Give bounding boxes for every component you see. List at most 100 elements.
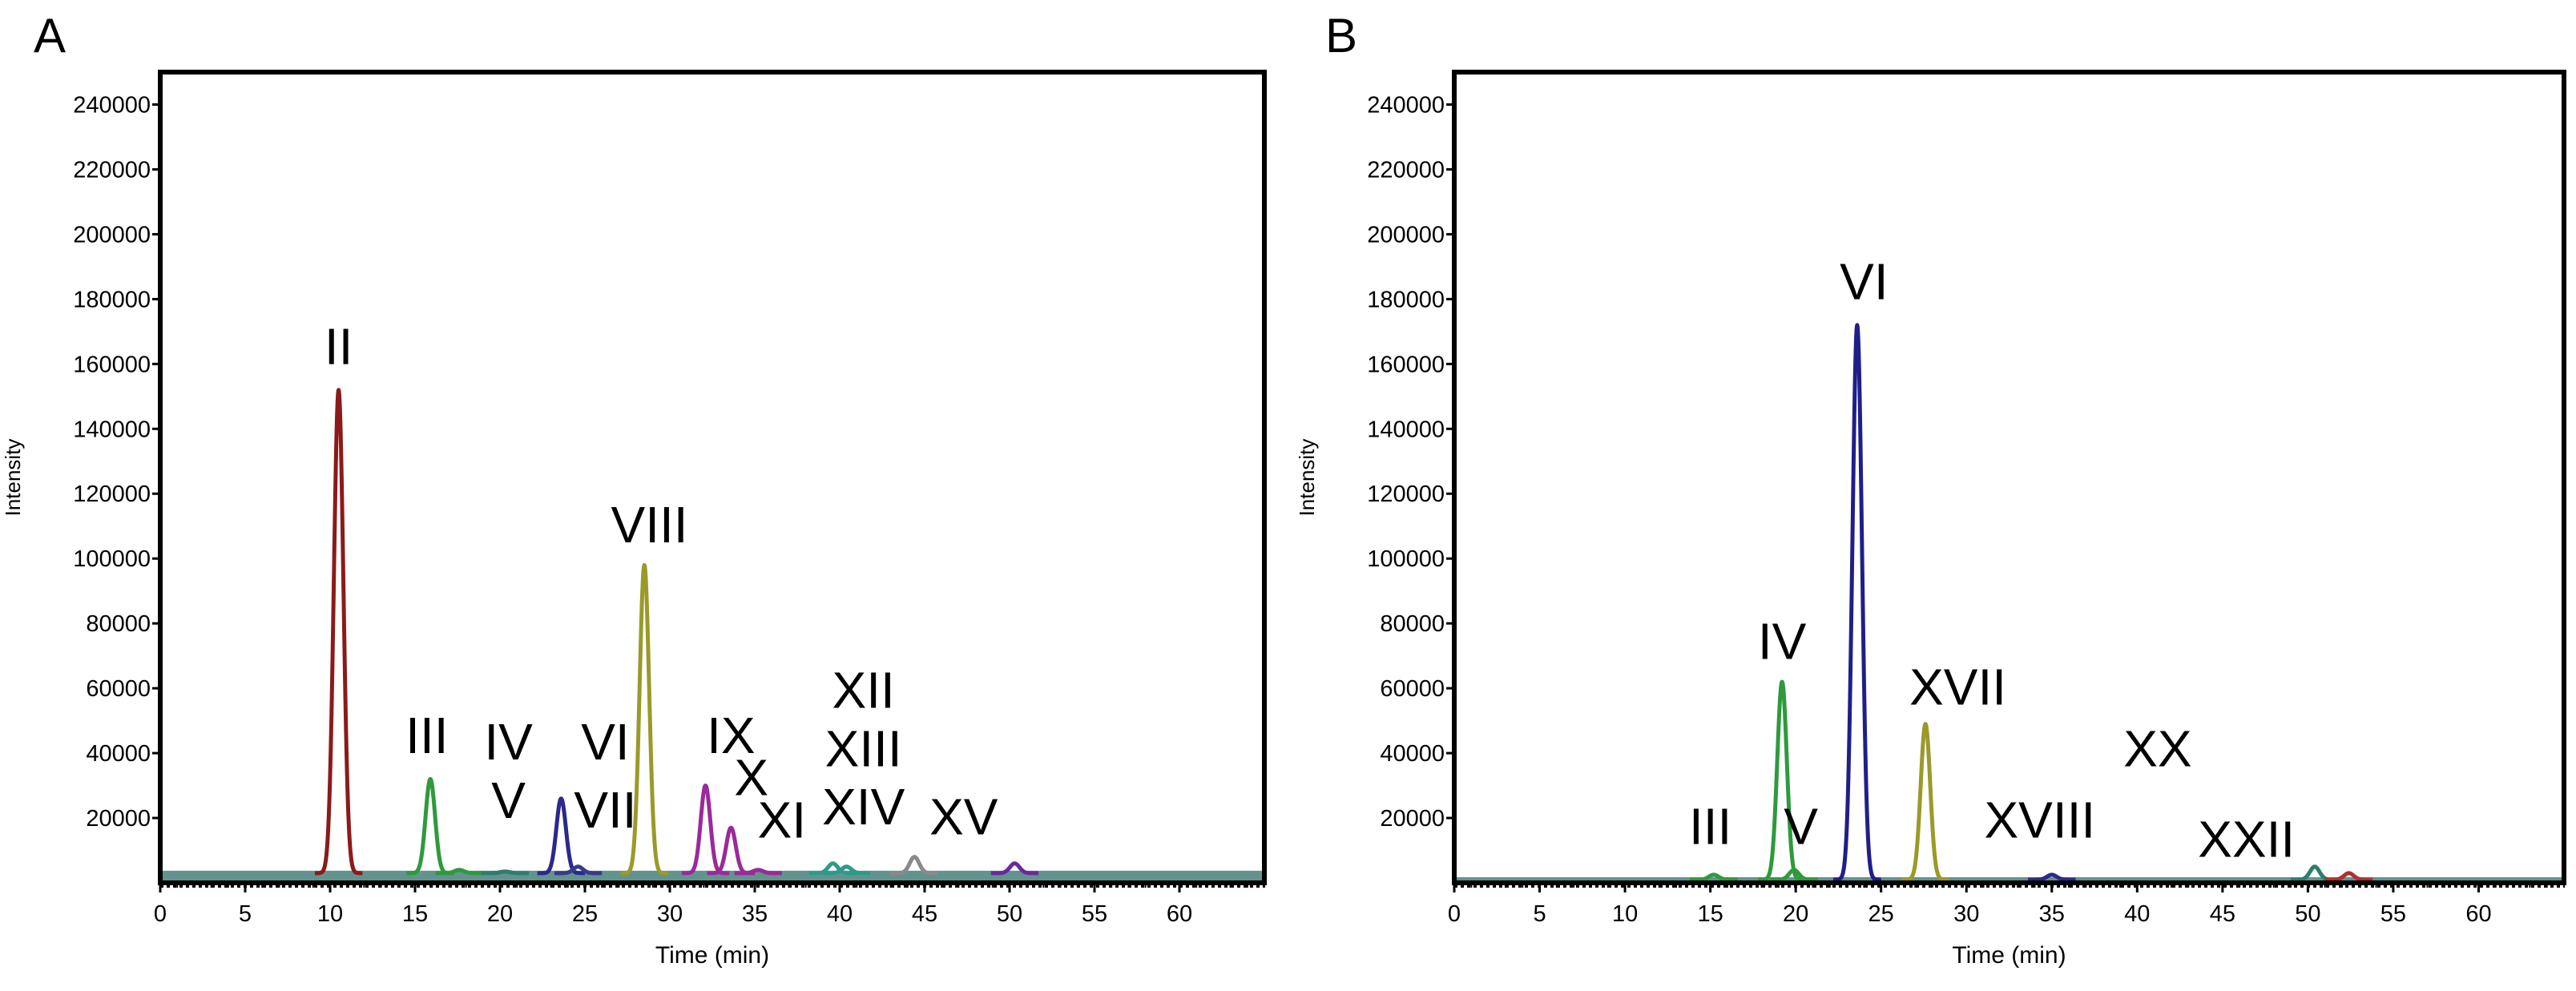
- y-tick-label: 180000: [1367, 287, 1445, 312]
- peak-label: VI: [1840, 252, 1888, 310]
- peak-label: III: [1689, 797, 1731, 855]
- peak-trace-8: [679, 784, 732, 876]
- x-tick-label: 45: [912, 901, 937, 927]
- x-tick-label: 50: [997, 901, 1022, 927]
- y-tick-label: 40000: [1380, 741, 1445, 767]
- peak-label: III: [405, 707, 448, 764]
- peak-trace-6: [552, 864, 604, 876]
- peak-trace-14: [989, 861, 1041, 876]
- peak-trace-7: [619, 562, 670, 876]
- panel-label: A: [34, 9, 66, 62]
- peak-trace-2: [1756, 679, 1808, 882]
- y-tick-label: 80000: [86, 611, 151, 637]
- peak-label: XVII: [1909, 658, 2006, 715]
- y-tick-label: 240000: [73, 92, 151, 118]
- peak-trace-4: [1831, 323, 1883, 882]
- y-axis-label: Intensity: [1295, 439, 1319, 517]
- y-tick-label: 160000: [1367, 352, 1445, 377]
- panel-a: A Intensity 20000 40000 60000 80000 100000 1200…: [1, 9, 1267, 969]
- y-tick-label: 220000: [1367, 157, 1445, 183]
- y-tick-label: 200000: [73, 222, 151, 248]
- peak-label: VI: [581, 713, 629, 771]
- x-tick-label: 35: [2039, 901, 2065, 927]
- peak-label: XIV: [822, 778, 905, 836]
- x-tick-label: 40: [2124, 901, 2150, 927]
- peak-trace-13: [889, 855, 941, 876]
- peak-trace-6: [2026, 872, 2078, 882]
- panel-label: B: [1325, 9, 1357, 62]
- y-tick-label: 120000: [73, 481, 151, 507]
- x-tick-label: 40: [827, 901, 853, 927]
- x-tick-label: 25: [1869, 901, 1894, 927]
- peak-label: IV: [484, 713, 533, 771]
- peak-label: II: [325, 317, 353, 375]
- x-tick-label: 5: [239, 901, 252, 927]
- y-tick-label: 220000: [73, 157, 151, 183]
- y-tick-label: 200000: [1367, 222, 1445, 248]
- peak-trace-12: [820, 864, 873, 876]
- x-tick-label: 30: [657, 901, 683, 927]
- y-tick-label: 160000: [73, 352, 151, 377]
- y-tick-label: 80000: [1380, 611, 1445, 637]
- chromatogram-baseline: [1454, 876, 2564, 883]
- x-tick-label: 15: [1697, 901, 1723, 927]
- x-tick-label: 45: [2210, 901, 2235, 927]
- peak-label: X: [734, 749, 768, 807]
- panel-b: B Intensity 20000 40000 60000 80000 100000 1200…: [1295, 9, 2566, 969]
- x-tick-label: 10: [1612, 901, 1638, 927]
- peak-trace-5: [535, 796, 587, 876]
- peak-trace-5: [1900, 722, 1951, 882]
- x-tick-label: 55: [1082, 901, 1107, 927]
- peak-label: XII: [832, 661, 895, 719]
- peak-trace-1: [312, 388, 365, 876]
- y-tick-label: 40000: [86, 741, 151, 767]
- y-axis-label: Intensity: [1, 439, 25, 517]
- peak-trace-3: [1768, 868, 1820, 882]
- y-tick-label: 140000: [1367, 417, 1445, 442]
- x-tick-label: 35: [742, 901, 768, 927]
- x-tick-label: 20: [1783, 901, 1808, 927]
- peak-trace-8: [2323, 871, 2375, 882]
- peak-label: IX: [707, 707, 755, 764]
- y-tick-label: 120000: [1367, 481, 1445, 507]
- y-tick-label: 100000: [1367, 546, 1445, 572]
- peak-trace-11: [807, 861, 859, 876]
- plot-frame: [158, 70, 1267, 885]
- peak-label: IV: [1758, 613, 1807, 671]
- x-tick-label: 5: [1533, 901, 1546, 927]
- x-tick-label: 60: [1167, 901, 1192, 927]
- y-tick-label: 180000: [73, 287, 151, 312]
- peak-label: V: [491, 771, 526, 829]
- x-tick-label: 50: [2295, 901, 2320, 927]
- plot-frame: [1452, 70, 2566, 885]
- peak-label: XVIII: [1984, 791, 2095, 848]
- x-tick-label: 25: [572, 901, 598, 927]
- x-tick-label: 20: [487, 901, 513, 927]
- y-tick-label: 140000: [73, 417, 151, 442]
- x-tick-label: 60: [2465, 901, 2491, 927]
- y-tick-label: 20000: [1380, 806, 1445, 832]
- y-tick-label: 240000: [1367, 92, 1445, 118]
- y-tick-label: 60000: [1380, 676, 1445, 702]
- y-tick-label: 60000: [86, 676, 151, 702]
- peak-label: XIII: [825, 719, 902, 777]
- x-tick-label: 30: [1953, 901, 1979, 927]
- x-tick-label: 10: [317, 901, 343, 927]
- peak-label: V: [1784, 797, 1818, 855]
- y-tick-label: 20000: [86, 806, 151, 832]
- peak-trace-2: [405, 776, 456, 876]
- peak-label: VIII: [611, 496, 688, 554]
- peak-trace-3: [433, 868, 485, 876]
- peak-label: XV: [929, 788, 998, 845]
- peak-label: XI: [758, 791, 806, 848]
- x-axis-label: Time (min): [1952, 942, 2066, 969]
- x-tick-label: 0: [1448, 901, 1461, 927]
- x-tick-label: 0: [154, 901, 167, 927]
- x-tick-label: 55: [2380, 901, 2406, 927]
- y-tick-label: 100000: [73, 546, 151, 572]
- peak-trace-4: [479, 869, 531, 876]
- peak-trace-1: [1687, 872, 1740, 882]
- x-axis-label: Time (min): [655, 942, 769, 969]
- peak-label: XXII: [2198, 811, 2295, 868]
